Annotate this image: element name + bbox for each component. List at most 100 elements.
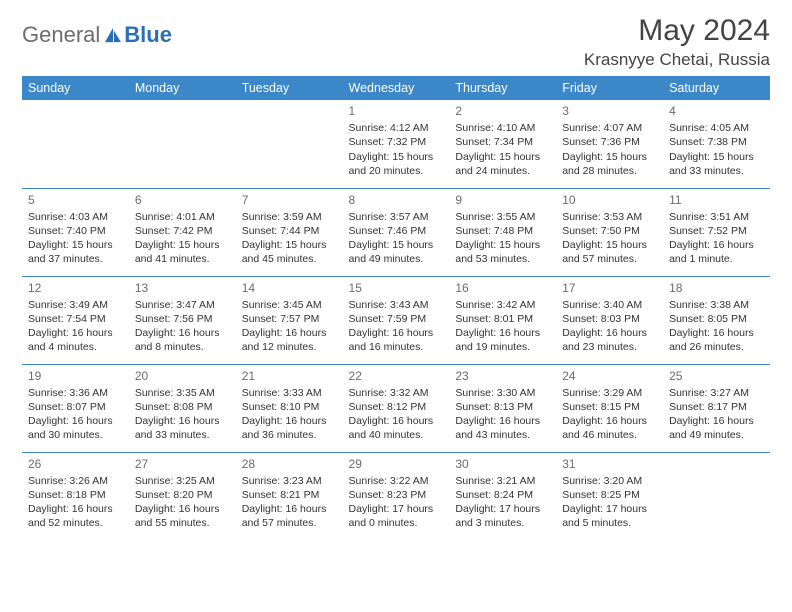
calendar-week-row: 1Sunrise: 4:12 AMSunset: 7:32 PMDaylight…: [22, 100, 770, 188]
calendar-day-cell: 11Sunrise: 3:51 AMSunset: 7:52 PMDayligh…: [663, 188, 770, 276]
daylight-line: Daylight: 16 hours and 57 minutes.: [242, 502, 337, 530]
sunset-line: Sunset: 8:13 PM: [455, 400, 550, 414]
sunrise-line: Sunrise: 3:49 AM: [28, 298, 123, 312]
day-number: 29: [349, 456, 444, 472]
sunset-line: Sunset: 8:25 PM: [562, 488, 657, 502]
sunset-line: Sunset: 7:36 PM: [562, 135, 657, 149]
sunrise-line: Sunrise: 3:33 AM: [242, 386, 337, 400]
sunset-line: Sunset: 8:17 PM: [669, 400, 764, 414]
day-number: 3: [562, 103, 657, 119]
calendar-day-cell: 17Sunrise: 3:40 AMSunset: 8:03 PMDayligh…: [556, 276, 663, 364]
day-number: 1: [349, 103, 444, 119]
sunrise-line: Sunrise: 3:42 AM: [455, 298, 550, 312]
day-number: 23: [455, 368, 550, 384]
sunrise-line: Sunrise: 3:57 AM: [349, 210, 444, 224]
calendar-day-cell: 5Sunrise: 4:03 AMSunset: 7:40 PMDaylight…: [22, 188, 129, 276]
day-number: 28: [242, 456, 337, 472]
daylight-line: Daylight: 15 hours and 53 minutes.: [455, 238, 550, 266]
weekday-header: Wednesday: [343, 76, 450, 100]
daylight-line: Daylight: 16 hours and 26 minutes.: [669, 326, 764, 354]
sunrise-line: Sunrise: 3:27 AM: [669, 386, 764, 400]
calendar-day-cell: 14Sunrise: 3:45 AMSunset: 7:57 PMDayligh…: [236, 276, 343, 364]
day-number: 20: [135, 368, 230, 384]
sunset-line: Sunset: 8:20 PM: [135, 488, 230, 502]
sunrise-line: Sunrise: 3:40 AM: [562, 298, 657, 312]
sunset-line: Sunset: 7:57 PM: [242, 312, 337, 326]
sunrise-line: Sunrise: 3:47 AM: [135, 298, 230, 312]
day-number: 4: [669, 103, 764, 119]
day-number: 10: [562, 192, 657, 208]
day-number: 31: [562, 456, 657, 472]
calendar-head: SundayMondayTuesdayWednesdayThursdayFrid…: [22, 76, 770, 100]
weekday-header: Tuesday: [236, 76, 343, 100]
logo: General Blue: [22, 22, 172, 48]
calendar-week-row: 5Sunrise: 4:03 AMSunset: 7:40 PMDaylight…: [22, 188, 770, 276]
calendar-day-cell: 29Sunrise: 3:22 AMSunset: 8:23 PMDayligh…: [343, 452, 450, 540]
calendar-day-cell: 16 Sunrise: 3:42 AMSunset: 8:01 PMDayligh…: [449, 276, 556, 364]
sunrise-line: Sunrise: 3:32 AM: [349, 386, 444, 400]
day-number: 11: [669, 192, 764, 208]
sunrise-line: Sunrise: 3:26 AM: [28, 474, 123, 488]
calendar-day-cell: 1Sunrise: 4:12 AMSunset: 7:32 PMDaylight…: [343, 100, 450, 188]
day-number: 12: [28, 280, 123, 296]
sunrise-line: Sunrise: 3:23 AM: [242, 474, 337, 488]
daylight-line: Daylight: 16 hours and 23 minutes.: [562, 326, 657, 354]
daylight-line: Daylight: 17 hours and 5 minutes.: [562, 502, 657, 530]
day-number: 16: [455, 280, 550, 296]
logo-text-general: General: [22, 22, 100, 48]
day-number: 13: [135, 280, 230, 296]
calendar-table: SundayMondayTuesdayWednesdayThursdayFrid…: [22, 76, 770, 540]
sunrise-line: Sunrise: 4:12 AM: [349, 121, 444, 135]
calendar-week-row: 19Sunrise: 3:36 AMSunset: 8:07 PMDayligh…: [22, 364, 770, 452]
day-number: 14: [242, 280, 337, 296]
calendar-week-row: 12 Sunrise: 3:49 AMSunset: 7:54 PM Dayligh…: [22, 276, 770, 364]
calendar-day-cell: 19Sunrise: 3:36 AMSunset: 8:07 PMDayligh…: [22, 364, 129, 452]
daylight-line: Daylight: 16 hours and 46 minutes.: [562, 414, 657, 442]
calendar-day-cell: 9Sunrise: 3:55 AMSunset: 7:48 PMDaylight…: [449, 188, 556, 276]
daylight-line: Daylight: 16 hours and 16 minutes.: [349, 326, 444, 354]
daylight-line: Daylight: 15 hours and 49 minutes.: [349, 238, 444, 266]
calendar-day-cell: 12Sunrise: 3:49 AMSunset: 7:54 PMDayligh…: [22, 276, 129, 364]
calendar-week-row: 26Sunrise: 3:26 AMSunset: 8:18 PMDayligh…: [22, 452, 770, 540]
sunset-line: Sunset: 7:42 PM: [135, 224, 230, 238]
sunrise-line: Sunrise: 3:51 AM: [669, 210, 764, 224]
calendar-day-cell: 10Sunrise: 3:53 AMSunset: 7:50 PMDayligh…: [556, 188, 663, 276]
sunrise-line: Sunrise: 3:53 AM: [562, 210, 657, 224]
sunset-line: Sunset: 8:23 PM: [349, 488, 444, 502]
sunset-line: Sunset: 8:18 PM: [28, 488, 123, 502]
daylight-line: Daylight: 15 hours and 45 minutes.: [242, 238, 337, 266]
sunset-line: Sunset: 8:10 PM: [242, 400, 337, 414]
calendar-day-cell: 13Sunrise: 3:47 AMSunset: 7:56 PMDayligh…: [129, 276, 236, 364]
day-number: 5: [28, 192, 123, 208]
sunrise-line: Sunrise: 4:05 AM: [669, 121, 764, 135]
sunrise-line: Sunrise: 4:10 AM: [455, 121, 550, 135]
calendar-day-cell: 6Sunrise: 4:01 AMSunset: 7:42 PMDaylight…: [129, 188, 236, 276]
calendar-day-cell: 30Sunrise: 3:21 AMSunset: 8:24 PMDayligh…: [449, 452, 556, 540]
day-number: 24: [562, 368, 657, 384]
sunset-line: Sunset: 8:21 PM: [242, 488, 337, 502]
location: Krasnyye Chetai, Russia: [584, 50, 770, 70]
day-number: 19: [28, 368, 123, 384]
sunrise-line: Sunrise: 4:07 AM: [562, 121, 657, 135]
sunset-line: Sunset: 7:54 PM: [28, 312, 123, 326]
sunrise-line: Sunrise: 3:20 AM: [562, 474, 657, 488]
weekday-header: Monday: [129, 76, 236, 100]
calendar-empty-cell: [129, 100, 236, 188]
daylight-line: Daylight: 15 hours and 33 minutes.: [669, 150, 764, 178]
sunset-line: Sunset: 8:12 PM: [349, 400, 444, 414]
sunrise-line: Sunrise: 3:21 AM: [455, 474, 550, 488]
daylight-line: Daylight: 16 hours and 33 minutes.: [135, 414, 230, 442]
sunset-line: Sunset: 7:52 PM: [669, 224, 764, 238]
sunset-line: Sunset: 8:03 PM: [562, 312, 657, 326]
sunset-line: Sunset: 8:01 PM: [455, 312, 550, 326]
calendar-day-cell: 21Sunrise: 3:33 AMSunset: 8:10 PMDayligh…: [236, 364, 343, 452]
sunset-line: Sunset: 8:08 PM: [135, 400, 230, 414]
daylight-line: Daylight: 15 hours and 24 minutes.: [455, 150, 550, 178]
sunset-line: Sunset: 7:40 PM: [28, 224, 123, 238]
sunrise-line: Sunrise: 3:36 AM: [28, 386, 123, 400]
sunrise-line: Sunrise: 3:30 AM: [455, 386, 550, 400]
day-number: 15: [349, 280, 444, 296]
daylight-line: Daylight: 16 hours and 19 minutes.: [455, 326, 550, 354]
calendar-day-cell: 15Sunrise: 3:43 AMSunset: 7:59 PMDayligh…: [343, 276, 450, 364]
calendar-day-cell: 18Sunrise: 3:38 AMSunset: 8:05 PMDayligh…: [663, 276, 770, 364]
